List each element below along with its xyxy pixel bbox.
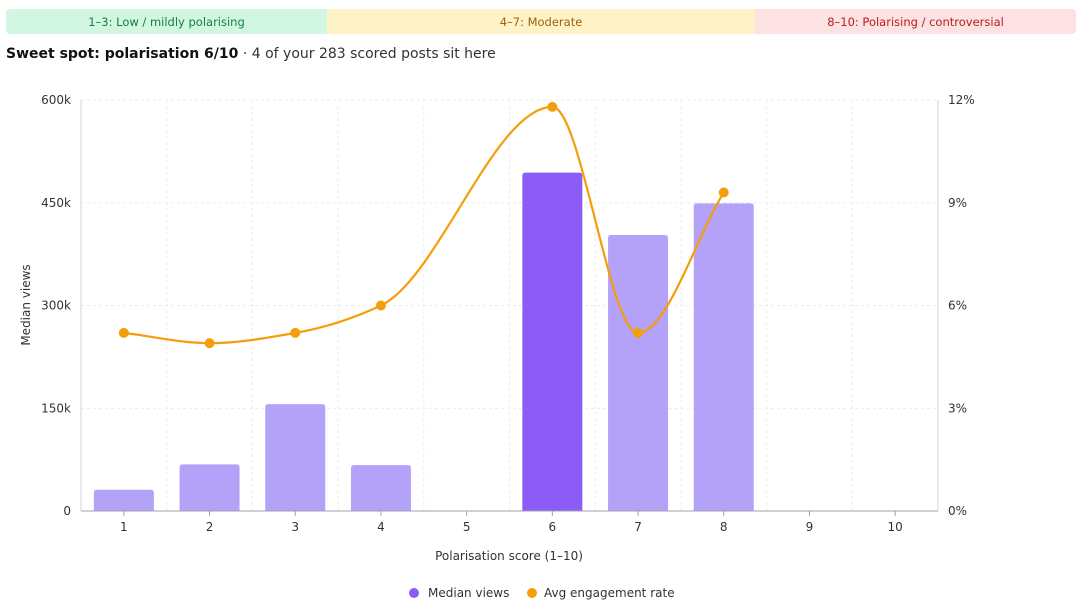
chart-grid xyxy=(80,99,939,511)
band-polarising: 8–10: Polarising / controversial xyxy=(755,9,1076,34)
x-tick-label: 4 xyxy=(377,520,385,534)
sweet-spot-label: Sweet spot: polarisation 6/10 xyxy=(6,46,239,62)
x-tick-label: 6 xyxy=(549,520,557,534)
y2-tick-label: 6% xyxy=(948,299,967,313)
x-axis-title: Polarisation score (1–10) xyxy=(435,549,583,563)
y-tick-label: 600k xyxy=(41,93,71,107)
line-point xyxy=(204,338,215,349)
line-point xyxy=(290,327,301,338)
y-tick-label: 450k xyxy=(41,196,71,210)
legend-marker-engagement xyxy=(527,588,537,598)
line-point xyxy=(118,327,129,338)
line-point xyxy=(375,300,386,311)
y2-tick-label: 9% xyxy=(948,196,967,210)
legend-label-views: Median views xyxy=(428,586,509,600)
band-low-polarising: 1–3: Low / mildly polarising xyxy=(6,9,327,34)
bar xyxy=(179,464,240,511)
x-tick-label: 1 xyxy=(120,520,128,534)
legend-marker-views xyxy=(409,588,419,598)
x-tick-label: 3 xyxy=(291,520,299,534)
x-tick-label: 10 xyxy=(888,520,903,534)
bar xyxy=(93,489,154,511)
y2-tick-label: 3% xyxy=(948,401,967,415)
x-tick-label: 9 xyxy=(806,520,814,534)
bar xyxy=(608,234,669,511)
chart-axes: 0 150k 300k 450k 600k 0% 3% 6% 9% 12% 1 2 3 4 5 6 7 8 9 10 xyxy=(41,93,975,534)
sweet-spot-headline: Sweet spot: polarisation 6/10 · 4 of you… xyxy=(6,46,496,62)
y-tick-label: 0 xyxy=(63,504,71,518)
line-point xyxy=(633,327,644,338)
line-series xyxy=(118,101,729,349)
band-polarising-label: 8–10: Polarising / controversial xyxy=(827,14,1004,29)
x-tick-label: 8 xyxy=(720,520,728,534)
chart-legend: Median views Avg engagement rate xyxy=(409,586,675,600)
line-point xyxy=(547,101,558,112)
bar xyxy=(350,465,411,511)
y2-tick-label: 0% xyxy=(948,504,967,518)
sweet-spot-detail: · 4 of your 283 scored posts sit here xyxy=(238,46,496,62)
x-tick-label: 5 xyxy=(463,520,471,534)
band-moderate: 4–7: Moderate xyxy=(327,9,755,34)
y-tick-label: 300k xyxy=(41,299,71,313)
x-tick-label: 2 xyxy=(206,520,214,534)
legend-label-engagement: Avg engagement rate xyxy=(544,586,675,600)
bar xyxy=(693,203,754,511)
bar xyxy=(522,172,583,512)
y-tick-label: 150k xyxy=(41,401,71,415)
x-tick-label: 7 xyxy=(634,520,642,534)
y-axis-title: Median views xyxy=(19,264,33,345)
y2-tick-label: 12% xyxy=(948,93,975,107)
bar-series xyxy=(93,172,754,512)
bar xyxy=(265,404,326,511)
band-moderate-label: 4–7: Moderate xyxy=(499,14,583,29)
band-low-label: 1–3: Low / mildly polarising xyxy=(88,14,245,29)
line-point xyxy=(718,187,729,198)
